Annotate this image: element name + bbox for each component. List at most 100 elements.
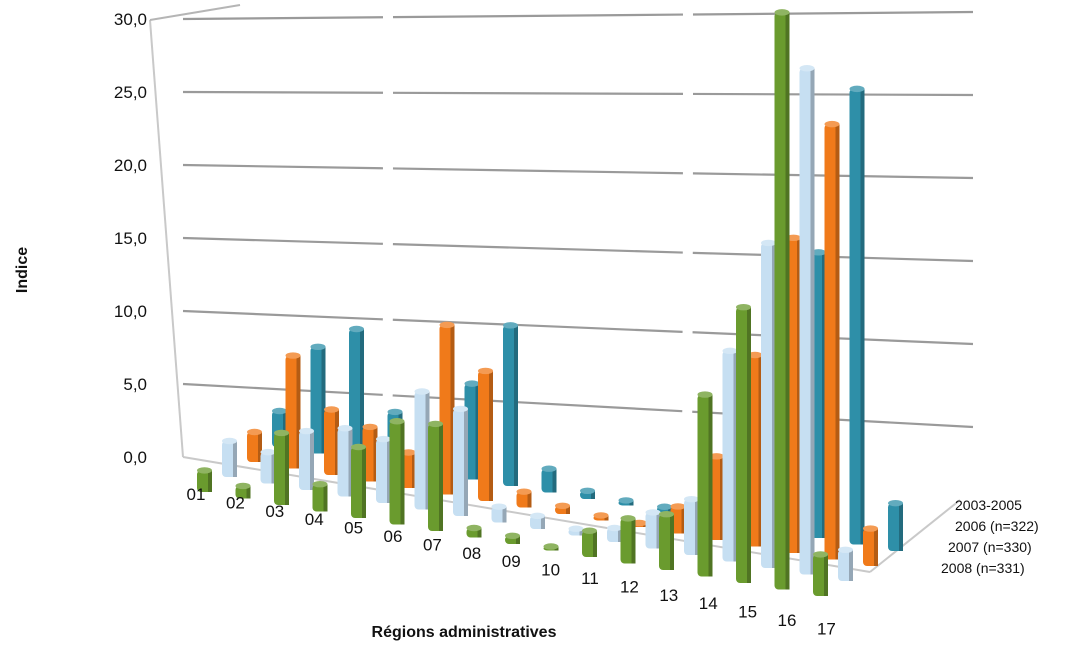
left-wall-edge	[150, 20, 183, 457]
bar-top	[838, 547, 853, 553]
x-tick-label: 15	[738, 603, 757, 622]
bar-side	[811, 68, 815, 574]
y-tick-label: 15,0	[114, 229, 147, 248]
bar-top	[621, 515, 636, 521]
bar-top	[775, 9, 790, 15]
bar-top	[415, 388, 430, 394]
bar-side	[747, 307, 751, 583]
bar-top	[299, 428, 314, 434]
series-label: 2008 (n=331)	[941, 560, 1025, 576]
bar-top	[390, 418, 405, 424]
bar-top	[465, 380, 480, 386]
bar-top	[324, 406, 339, 412]
bar-side	[632, 518, 636, 563]
x-tick-label: 04	[305, 510, 324, 529]
bar-side	[553, 469, 557, 493]
bar-top	[736, 304, 751, 310]
bar-top	[659, 511, 674, 517]
bar-top	[376, 436, 391, 442]
bar-top	[313, 481, 328, 487]
x-tick-label: 05	[344, 519, 363, 538]
x-tick-label: 02	[226, 493, 245, 512]
bar-side	[861, 89, 865, 545]
bar-side	[709, 395, 713, 577]
bar-top	[467, 525, 482, 531]
bar-side	[514, 325, 518, 486]
x-tick-label: 14	[699, 594, 718, 613]
x-tick-label: 10	[541, 561, 560, 580]
series-label: 2003-2005	[955, 497, 1022, 513]
bar-top	[723, 348, 738, 354]
bar-side	[324, 484, 328, 511]
x-tick-label: 13	[659, 586, 678, 605]
y-tick-label: 5,0	[123, 375, 147, 394]
y-tick-label: 25,0	[114, 83, 147, 102]
bar-top	[594, 512, 609, 518]
bar-top	[492, 503, 507, 509]
bar-top	[274, 430, 289, 436]
bar-top	[503, 322, 518, 328]
bar-top	[478, 368, 493, 374]
bar-top	[247, 429, 262, 435]
bar-top	[555, 503, 570, 509]
bar-top	[813, 551, 828, 557]
y-tick-label: 10,0	[114, 302, 147, 321]
bar-side	[849, 550, 853, 581]
bar-side	[824, 554, 828, 596]
bar-top	[197, 467, 212, 473]
x-tick-label: 17	[817, 619, 836, 638]
bar-top	[440, 322, 455, 328]
bar-top	[580, 488, 595, 494]
x-tick-label: 12	[620, 577, 639, 596]
bar-top	[363, 424, 378, 430]
bar-side	[362, 447, 366, 518]
bar-side	[439, 424, 443, 531]
bar-top	[646, 509, 661, 515]
bars-layer	[197, 9, 903, 596]
bar-top	[530, 513, 545, 519]
bar-top	[351, 444, 366, 450]
x-tick-label: 08	[462, 544, 481, 563]
bar-top	[338, 425, 353, 431]
bar-top	[453, 406, 468, 412]
bar-top	[619, 497, 634, 503]
x-tick-label: 09	[502, 552, 521, 571]
bar-top	[657, 504, 672, 510]
bar-side	[874, 529, 878, 566]
x-tick-label: 11	[581, 569, 599, 588]
bar-top	[671, 503, 686, 509]
x-tick-label: 06	[384, 527, 403, 546]
bar-top	[800, 65, 815, 71]
bar-top	[261, 449, 276, 455]
bar-top	[684, 496, 699, 502]
bar-top	[544, 543, 559, 549]
x-tick-label: 16	[778, 611, 797, 630]
bar-top	[569, 526, 584, 532]
bar-top	[582, 528, 597, 534]
bar-top	[311, 344, 326, 350]
x-tick-label: 01	[187, 485, 206, 504]
bar-top	[542, 466, 557, 472]
bar-top	[349, 326, 364, 332]
bar-side	[836, 124, 840, 559]
y-tick-label: 30,0	[114, 10, 147, 29]
bar-side	[208, 470, 212, 492]
bar-top	[888, 500, 903, 506]
bar-top	[505, 533, 520, 539]
bar-top	[850, 86, 865, 92]
bar-side	[899, 503, 903, 551]
x-axis-title: Régions administratives	[372, 624, 557, 641]
x-tick-label: 03	[265, 502, 284, 521]
bar-top	[236, 483, 251, 489]
bar-top	[388, 409, 403, 415]
bar-side	[233, 441, 237, 477]
bar-side	[593, 531, 597, 557]
y-tick-label: 0,0	[123, 448, 147, 467]
bar-side	[464, 409, 468, 516]
bar-top	[607, 525, 622, 531]
gridline	[183, 12, 973, 19]
bar-side	[285, 433, 289, 505]
x-tick-label: 07	[423, 535, 442, 554]
series-label: 2006 (n=322)	[955, 518, 1039, 534]
